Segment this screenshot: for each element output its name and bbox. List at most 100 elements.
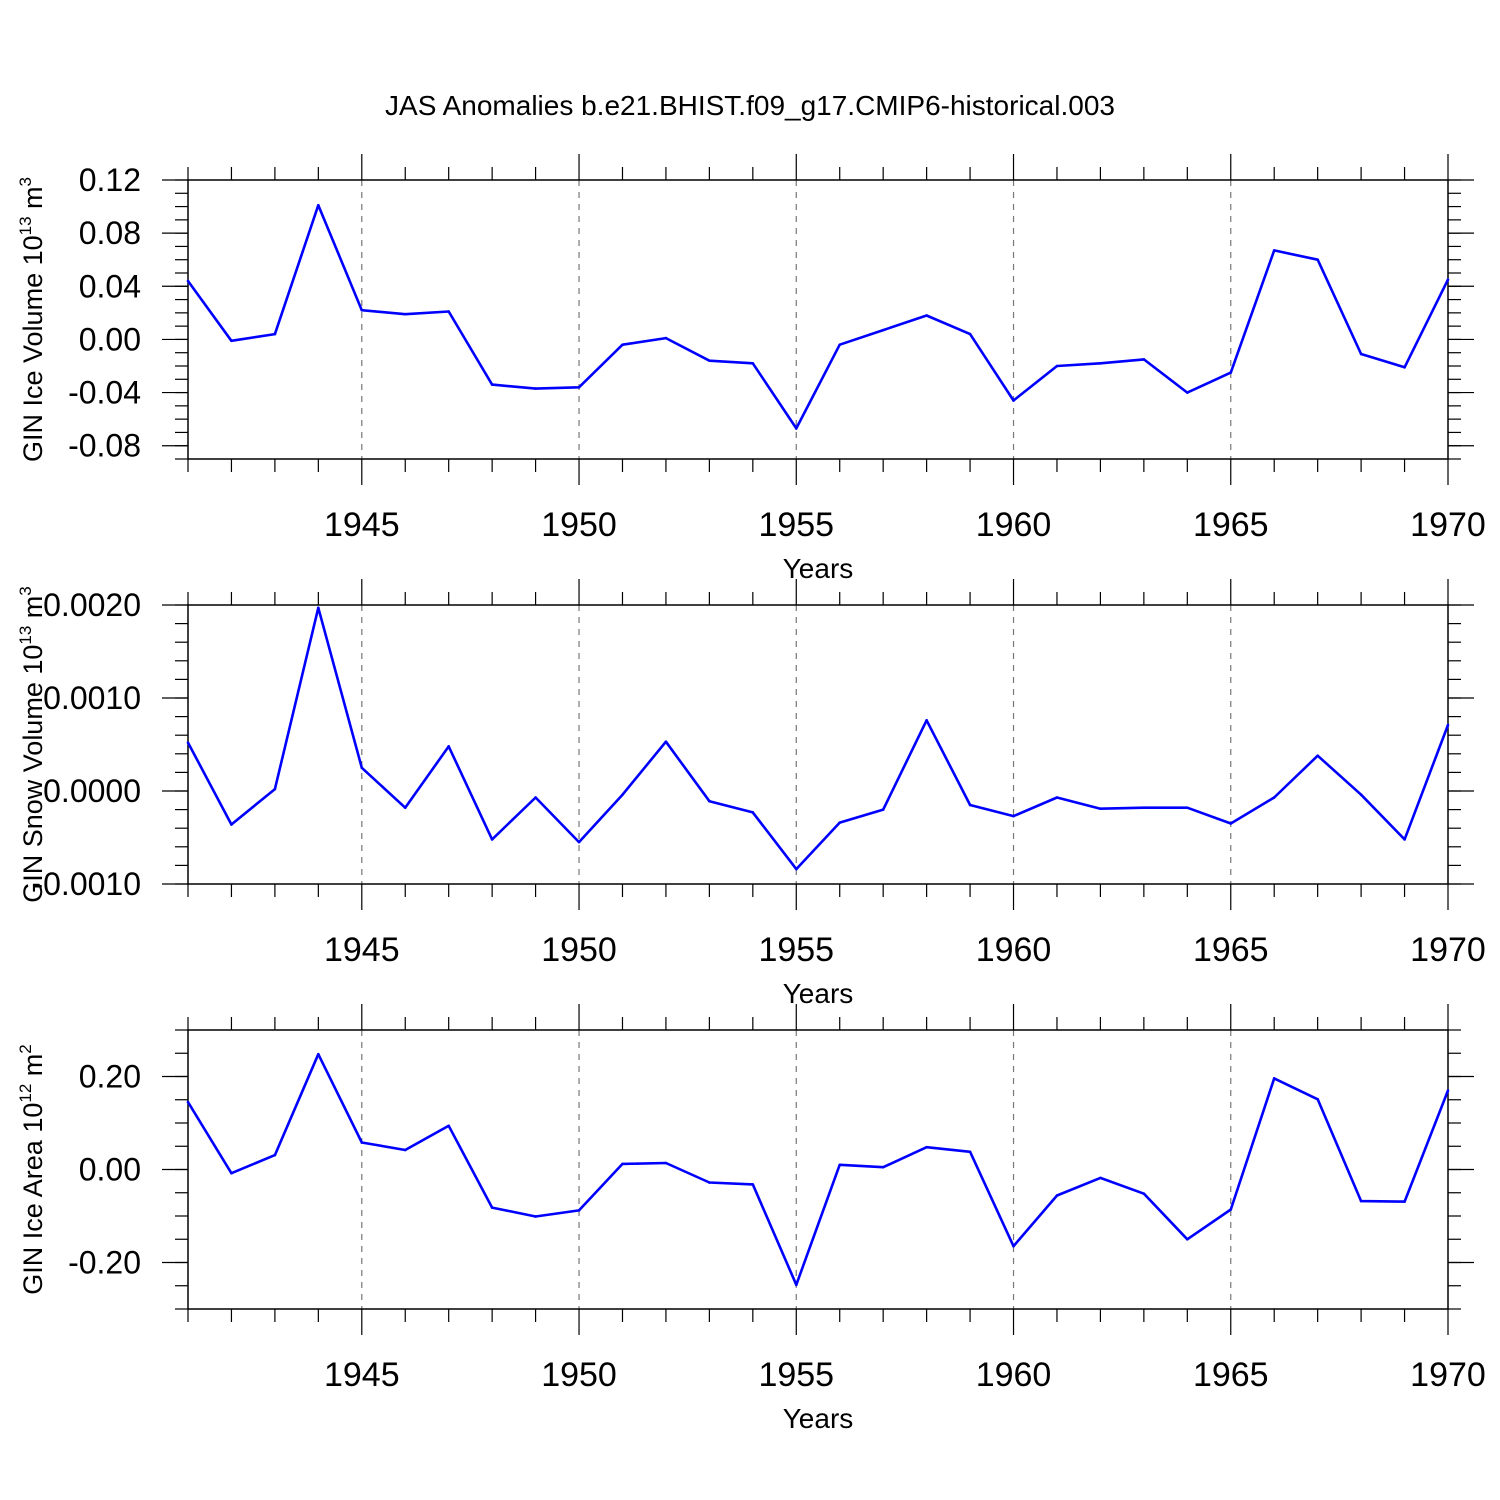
y-tick-label: 0.0010: [43, 680, 141, 716]
plot-frame: [187, 179, 1449, 460]
data-point: [403, 1148, 407, 1152]
data-point: [664, 740, 668, 744]
x-tick-label: 1970: [1410, 506, 1486, 544]
x-axis-label: Years: [783, 978, 854, 1009]
y-axis-label-unit: m: [18, 186, 48, 216]
data-point: [838, 343, 842, 347]
data-point: [1403, 838, 1406, 841]
data-point: [1055, 364, 1059, 368]
data-point: [1142, 806, 1146, 810]
y-tick-label: -0.08: [68, 428, 141, 464]
data-point: [1186, 806, 1189, 810]
data-point: [273, 787, 277, 791]
data-point: [664, 1161, 668, 1165]
data-point: [708, 799, 711, 803]
y-tick-label: -0.04: [68, 375, 141, 411]
x-tick-label: 1955: [758, 506, 834, 544]
y-tick-label: 0.0020: [43, 587, 141, 623]
data-point: [1316, 258, 1319, 262]
y-tick-label: 0.04: [79, 268, 141, 304]
data-point: [1229, 822, 1233, 825]
y-axis-label-exponent: 12: [16, 1084, 35, 1103]
data-point: [1446, 278, 1450, 281]
data-point: [577, 385, 581, 389]
y-axis-label-unit-exponent: 3: [16, 586, 35, 595]
data-point: [881, 808, 885, 811]
panel-3: 0.20 0.00 -0.20 1945 1950 1955 1960 1965 1970 Yea…: [16, 1004, 1486, 1434]
y-tick-label: 0.20: [79, 1059, 141, 1095]
data-point: [230, 823, 233, 826]
data-point: [360, 766, 364, 770]
data-point: [708, 359, 711, 362]
data-point: [1272, 249, 1276, 252]
data-point: [1012, 814, 1015, 818]
y-axis-label-unit-exponent: 2: [16, 1044, 35, 1053]
data-point: [1229, 1208, 1233, 1211]
data-point: [664, 336, 668, 340]
data-point: [751, 811, 755, 814]
data-point: [577, 840, 581, 844]
data-point: [1272, 1077, 1276, 1080]
data-point: [534, 1215, 537, 1218]
x-tick-label: 1950: [541, 931, 617, 969]
data-point: [925, 719, 928, 722]
data-point: [490, 838, 494, 841]
y-tick-label: -0.0010: [32, 866, 141, 902]
data-point: [1446, 1089, 1450, 1092]
data-point: [273, 1153, 277, 1157]
data-point: [838, 821, 842, 824]
data-point: [1316, 1097, 1319, 1101]
data-point: [1142, 358, 1146, 361]
y-axis-label-text: GIN Snow Volume 10: [18, 645, 48, 903]
series-line: [186, 606, 1450, 871]
y-axis-label: GIN Snow Volume 1013 m3: [16, 586, 48, 903]
data-point: [1099, 362, 1102, 365]
data-point: [621, 793, 624, 797]
data-point: [925, 1145, 928, 1149]
y-axis-label-exponent: 13: [16, 216, 35, 235]
panel-1: 0.12 0.08 0.04 0.00 -0.04 -0.08 1945 1950 1955 19…: [16, 154, 1486, 584]
data-point: [794, 427, 798, 430]
x-tick-label: 1950: [541, 1356, 617, 1394]
data-point: [794, 867, 798, 871]
y-tick-label: 0.08: [79, 215, 141, 251]
data-point: [794, 1283, 798, 1287]
data-point: [968, 1150, 972, 1154]
data-point: [230, 339, 233, 343]
y-axis-label-unit: m: [18, 596, 48, 626]
data-point: [1272, 796, 1276, 799]
plot-frame: [187, 604, 1449, 885]
x-axis-label: Years: [783, 1403, 854, 1434]
data-point: [1229, 371, 1233, 374]
data-point: [534, 796, 537, 799]
data-point: [186, 279, 190, 283]
data-point: [403, 806, 407, 810]
x-tick-label: 1965: [1193, 506, 1269, 544]
x-axis-label: Years: [783, 553, 854, 584]
x-tick-label: 1955: [758, 1356, 834, 1394]
data-point: [838, 1163, 842, 1167]
y-tick-label: 0.0000: [43, 773, 141, 809]
series-line: [186, 203, 1450, 430]
data-point: [360, 1141, 364, 1144]
x-tick-label: 1970: [1410, 1356, 1486, 1394]
data-point: [1403, 366, 1406, 369]
data-point: [577, 1209, 581, 1212]
panel-2: 0.0020 0.0010 0.0000 -0.0010 1945 1950 1955 196…: [16, 579, 1486, 1009]
data-point: [317, 1052, 320, 1056]
y-tick-label: 0.00: [79, 1152, 141, 1188]
x-tick-label: 1970: [1410, 931, 1486, 969]
data-point: [1055, 796, 1059, 799]
data-point: [447, 310, 450, 313]
data-point: [881, 328, 885, 332]
data-point: [621, 343, 624, 347]
data-point: [1186, 1237, 1189, 1241]
x-tick-label: 1945: [324, 931, 400, 969]
data-point: [273, 332, 277, 336]
figure-title: JAS Anomalies b.e21.BHIST.f09_g17.CMIP6-…: [385, 90, 1115, 121]
plot-frame: [187, 1029, 1449, 1310]
data-point: [186, 741, 190, 744]
y-tick-label: 0.12: [79, 162, 141, 198]
x-tick-label: 1945: [324, 506, 400, 544]
data-point: [1099, 807, 1102, 810]
